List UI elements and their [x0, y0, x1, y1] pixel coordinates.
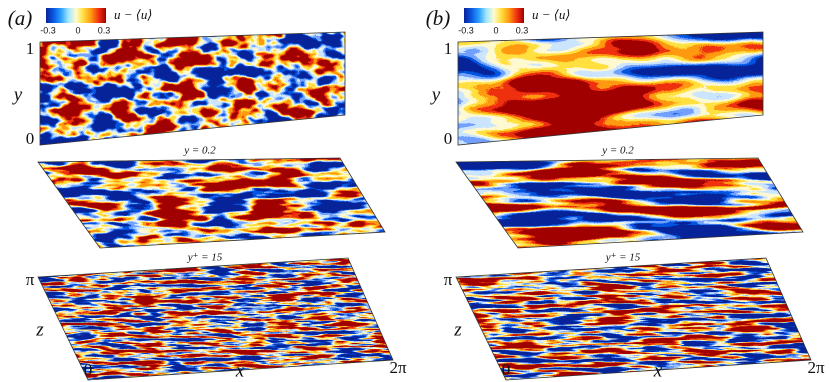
plane-frame: [37, 157, 386, 249]
y-axis-label: y: [430, 84, 441, 105]
xz-plane-mid: [456, 158, 803, 248]
plane-title: y⁺ = 15: [605, 252, 641, 264]
z-axis-label: z: [35, 319, 44, 340]
xz-plane-mid: [38, 158, 385, 248]
x-tick: 0: [84, 360, 93, 379]
xy-plane: [40, 32, 345, 145]
colorbar: [46, 8, 106, 23]
plane-frame: [455, 257, 812, 381]
x-axis-label: x: [653, 360, 663, 381]
x-tick: 2π: [389, 358, 407, 377]
z-tick: π: [444, 270, 453, 289]
panel-label: (a): [8, 6, 33, 30]
z-axis-label: z: [453, 319, 462, 340]
colorbar-tick: 0.3: [98, 25, 111, 35]
colorbar-label: u − ⟨u⟩: [532, 7, 570, 22]
plane-title: y = 0.2: [601, 145, 634, 157]
x-tick: 0: [502, 360, 511, 379]
z-tick: π: [26, 270, 35, 289]
panel: (a) -0.3 0 0.3u − ⟨u⟩ y 1 0 y = 0.2 y⁺ = 15 π z 0 x 2…: [8, 6, 407, 382]
x-tick: 2π: [807, 358, 825, 377]
x-axis-label: x: [235, 360, 245, 381]
colorbar-tick: 0: [493, 25, 498, 35]
xy-plane: [458, 32, 763, 145]
y-axis-label: y: [12, 84, 23, 105]
panel-label: (b): [426, 6, 451, 30]
plane-frame: [37, 257, 394, 381]
y-tick: 0: [444, 129, 453, 148]
plane-title: y = 0.2: [183, 145, 216, 157]
plane-frame: [455, 157, 804, 249]
colorbar-label: u − ⟨u⟩: [114, 7, 152, 22]
panel: (b) -0.3 0 0.3u − ⟨u⟩ y 1 0 y = 0.2 y⁺ = 15 π z 0 x 2…: [426, 6, 825, 382]
colorbar-tick: -0.3: [40, 25, 56, 35]
colorbar-tick: 0: [75, 25, 80, 35]
plane-frame: [457, 31, 764, 146]
colorbar-tick: -0.3: [458, 25, 474, 35]
colorbar: [464, 8, 524, 23]
colorbar-tick: 0.3: [516, 25, 529, 35]
y-tick: 0: [26, 129, 35, 148]
xz-plane-wall: [456, 258, 811, 380]
xz-plane-wall: [38, 258, 393, 380]
plane-title: y⁺ = 15: [187, 252, 223, 264]
plane-frame: [39, 31, 346, 146]
y-tick: 1: [26, 39, 35, 58]
y-tick: 1: [444, 39, 453, 58]
